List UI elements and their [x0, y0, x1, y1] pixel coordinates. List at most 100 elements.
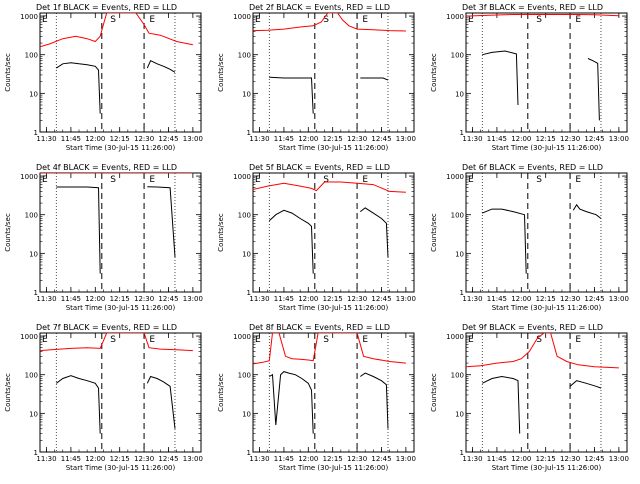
x-tick-label: 12:00: [298, 455, 318, 463]
marker-label: E: [362, 335, 368, 345]
y-tick-label: 10: [242, 410, 251, 418]
plot-frame: [252, 332, 415, 453]
y-tick-label: 1: [34, 289, 38, 297]
y-tick-label: 1: [247, 129, 251, 137]
black-events-series: [359, 207, 389, 258]
chart-panel-5: Det 5f BLACK = Events, RED = LLD 1 10 100 10…: [217, 163, 416, 312]
x-axis-label: Start Time (30-Jul-15 11:26:00): [492, 464, 602, 472]
chart-title: Det 9f BLACK = Events, RED = LLD: [462, 323, 603, 332]
x-tick-label: 12:00: [511, 295, 531, 303]
x-tick-label: 11:45: [487, 455, 507, 463]
plot-frame: [39, 332, 202, 453]
chart-panel-9: Det 9f BLACK = Events, RED = LLD 1 10 100 10…: [430, 323, 629, 472]
red-lld-series: [40, 13, 193, 48]
marker-label: E: [149, 175, 155, 185]
black-events-series: [56, 186, 101, 274]
x-axis-label: Start Time (30-Jul-15 11:26:00): [66, 304, 176, 312]
y-tick-label: 10: [455, 250, 464, 258]
y-axis-label: Counts/sec: [430, 53, 438, 92]
marker-label: S: [110, 175, 116, 185]
black-events-series: [360, 372, 389, 429]
x-tick-label: 13:00: [609, 455, 629, 463]
x-tick-label: 11:45: [274, 135, 294, 143]
marker-label: E: [468, 15, 474, 25]
chart-title: Det 4f BLACK = Events, RED = LLD: [36, 163, 177, 172]
x-tick-label: 11:30: [36, 455, 56, 463]
x-tick-label: 13:00: [396, 295, 416, 303]
x-tick-label: 11:45: [61, 135, 81, 143]
chart-title: Det 3f BLACK = Events, RED = LLD: [462, 3, 603, 12]
y-tick-label: 10: [242, 90, 251, 98]
marker-label: E: [255, 15, 261, 25]
chart-title: Det 2f BLACK = Events, RED = LLD: [249, 3, 390, 12]
x-tick-label: 12:00: [511, 455, 531, 463]
y-axis-label: Counts/sec: [217, 213, 225, 252]
x-tick-label: 11:30: [249, 135, 269, 143]
black-events-series: [56, 62, 101, 114]
marker-label: E: [42, 335, 48, 345]
plot-frame: [39, 12, 202, 133]
x-tick-label: 12:15: [110, 135, 130, 143]
x-axis-label: Start Time (30-Jul-15 11:26:00): [66, 144, 176, 152]
y-tick-label: 100: [25, 372, 38, 380]
marker-label: E: [149, 335, 155, 345]
y-tick-label: 10: [455, 90, 464, 98]
x-tick-label: 12:00: [85, 455, 105, 463]
black-events-series: [146, 375, 176, 429]
marker-label: E: [362, 175, 368, 185]
x-tick-label: 12:45: [371, 135, 391, 143]
x-tick-label: 12:00: [85, 295, 105, 303]
x-tick-label: 12:30: [560, 455, 580, 463]
x-tick-label: 11:30: [36, 135, 56, 143]
y-tick-label: 100: [238, 372, 251, 380]
x-tick-label: 12:30: [134, 295, 154, 303]
x-tick-label: 12:30: [347, 455, 367, 463]
marker-label: S: [110, 15, 116, 25]
y-tick-label: 1000: [446, 13, 464, 21]
x-tick-label: 12:15: [110, 295, 130, 303]
chart-panel-2: Det 2f BLACK = Events, RED = LLD 1 10 100 10…: [217, 3, 416, 152]
x-tick-label: 12:45: [584, 135, 604, 143]
x-tick-label: 12:15: [323, 295, 343, 303]
x-tick-label: 13:00: [396, 455, 416, 463]
x-tick-label: 13:00: [609, 135, 629, 143]
x-axis-label: Start Time (30-Jul-15 11:26:00): [492, 304, 602, 312]
x-tick-label: 12:45: [371, 295, 391, 303]
black-events-series: [482, 50, 519, 106]
red-lld-series: [253, 181, 406, 193]
marker-label: S: [323, 175, 329, 185]
x-axis-label: Start Time (30-Jul-15 11:26:00): [66, 464, 176, 472]
y-tick-label: 1000: [20, 333, 38, 341]
x-tick-label: 11:30: [462, 455, 482, 463]
black-events-series: [569, 380, 602, 389]
red-lld-series: [466, 333, 619, 369]
x-tick-label: 11:30: [462, 135, 482, 143]
x-tick-label: 11:45: [274, 295, 294, 303]
chart-title: Det 5f BLACK = Events, RED = LLD: [249, 163, 390, 172]
plot-frame: [465, 332, 628, 453]
y-tick-label: 1: [34, 129, 38, 137]
x-tick-label: 12:15: [536, 135, 556, 143]
y-tick-label: 1: [247, 289, 251, 297]
y-tick-label: 1: [247, 449, 251, 457]
y-tick-label: 1000: [233, 13, 251, 21]
x-tick-label: 12:15: [323, 135, 343, 143]
marker-label: E: [42, 15, 48, 25]
x-tick-label: 12:15: [323, 455, 343, 463]
black-events-series: [572, 203, 602, 219]
marker-label: E: [362, 15, 368, 25]
y-tick-label: 1000: [233, 173, 251, 181]
chart-title: Det 1f BLACK = Events, RED = LLD: [36, 3, 177, 12]
marker-label: E: [468, 175, 474, 185]
chart-panel-3: Det 3f BLACK = Events, RED = LLD 1 10 100 10…: [430, 3, 629, 152]
y-tick-label: 1000: [20, 173, 38, 181]
y-tick-label: 10: [29, 90, 38, 98]
x-axis-label: Start Time (30-Jul-15 11:26:00): [279, 464, 389, 472]
chart-title: Det 8f BLACK = Events, RED = LLD: [249, 323, 390, 332]
x-tick-label: 12:30: [134, 455, 154, 463]
black-events-series: [268, 209, 314, 274]
x-axis-label: Start Time (30-Jul-15 11:26:00): [279, 144, 389, 152]
y-tick-label: 100: [451, 212, 464, 220]
